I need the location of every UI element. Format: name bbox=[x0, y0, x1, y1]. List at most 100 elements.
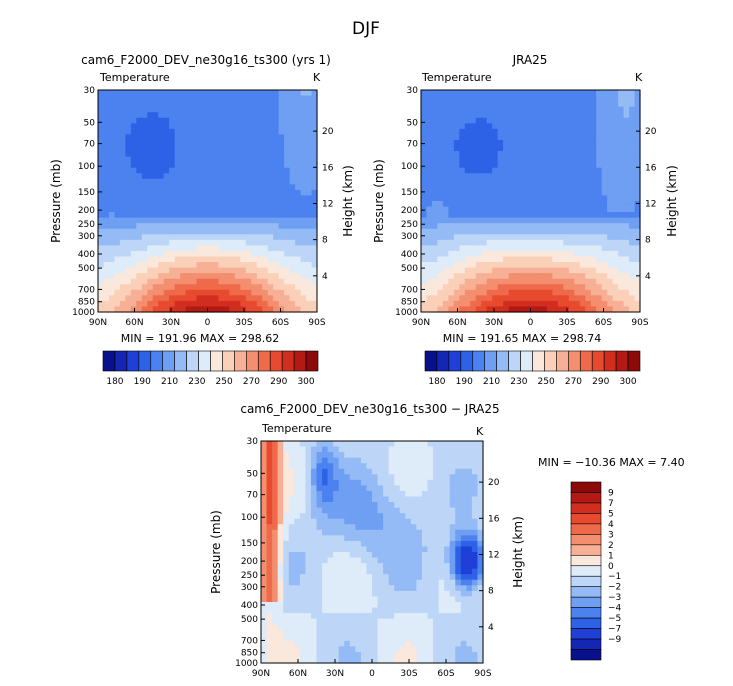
contour-cell bbox=[459, 273, 466, 280]
contour-cell bbox=[207, 267, 214, 274]
contour-cell bbox=[426, 267, 433, 274]
contour-cell bbox=[475, 245, 482, 252]
contour-cell bbox=[388, 635, 395, 642]
contour-cell bbox=[585, 239, 592, 246]
contour-cell bbox=[306, 300, 313, 308]
contour-cell bbox=[541, 145, 548, 152]
contour-cell bbox=[136, 189, 143, 197]
contour-cell bbox=[108, 212, 116, 219]
contour-cell bbox=[421, 468, 429, 475]
contour-cell bbox=[433, 651, 440, 659]
contour-cell bbox=[459, 250, 466, 258]
contour-cell bbox=[579, 189, 586, 197]
contour-cell bbox=[492, 223, 499, 230]
contour-cell bbox=[240, 300, 247, 308]
contour-cell bbox=[394, 552, 401, 559]
contour-cell bbox=[267, 178, 274, 185]
contour-cell bbox=[596, 201, 603, 208]
contour-cell bbox=[229, 295, 236, 302]
contour-cell bbox=[240, 201, 247, 208]
contour-cell bbox=[470, 178, 477, 185]
contour-cell bbox=[427, 557, 434, 564]
contour-cell bbox=[300, 239, 307, 246]
contour-cell bbox=[262, 173, 269, 180]
contour-cell bbox=[431, 173, 439, 180]
contour-cell bbox=[541, 173, 548, 180]
contour-cell bbox=[158, 112, 165, 119]
contour-cell bbox=[405, 546, 412, 553]
contour-cell bbox=[612, 106, 619, 113]
contour-cell bbox=[185, 306, 192, 313]
contour-cell bbox=[284, 134, 291, 141]
contour-cell bbox=[530, 223, 537, 230]
contour-cell bbox=[119, 256, 126, 263]
contour-cell bbox=[444, 557, 451, 564]
contour-cell bbox=[223, 306, 230, 313]
contour-cell bbox=[272, 513, 279, 520]
contour-cell bbox=[460, 507, 467, 514]
contour-cell bbox=[191, 284, 198, 291]
contour-cell bbox=[470, 295, 477, 302]
contour-cell bbox=[278, 106, 285, 113]
contour-cell bbox=[163, 128, 170, 135]
contour-cell bbox=[410, 463, 417, 470]
contour-cell bbox=[590, 90, 597, 97]
contour-cell bbox=[546, 234, 553, 241]
contour-cell bbox=[152, 101, 159, 108]
contour-cell bbox=[525, 128, 532, 135]
contour-cell bbox=[557, 195, 564, 202]
contour-cell bbox=[455, 574, 462, 581]
contour-cell bbox=[433, 507, 440, 514]
contour-cell bbox=[421, 212, 428, 219]
contour-cell bbox=[256, 151, 263, 158]
contour-cell bbox=[256, 217, 263, 224]
contour-cell bbox=[141, 184, 148, 191]
contour-cell bbox=[460, 646, 467, 653]
contour-cell bbox=[449, 624, 456, 631]
contour-cell bbox=[448, 234, 455, 241]
contour-cell bbox=[223, 289, 230, 296]
contour-cell bbox=[98, 239, 105, 246]
contour-cell bbox=[261, 624, 268, 631]
contour-cell bbox=[449, 446, 456, 453]
contour-cell bbox=[623, 250, 630, 258]
contour-cell bbox=[114, 128, 121, 135]
contour-cell bbox=[442, 212, 449, 219]
contour-cell bbox=[136, 128, 143, 135]
contour-cell bbox=[174, 123, 181, 130]
contour-cell bbox=[180, 289, 187, 296]
contour-cell bbox=[114, 112, 121, 119]
contour-cell bbox=[299, 546, 306, 553]
contour-cell bbox=[349, 618, 356, 625]
contour-cell bbox=[416, 452, 423, 459]
contour-cell bbox=[284, 295, 291, 302]
contour-cell bbox=[316, 579, 323, 586]
contour-cell bbox=[223, 145, 230, 152]
contour-cell bbox=[196, 145, 203, 152]
contour-cell bbox=[125, 201, 132, 208]
contour-cell bbox=[360, 574, 368, 581]
colorbar-swatch bbox=[281, 350, 295, 372]
contour-cell bbox=[240, 90, 247, 97]
contour-cell bbox=[266, 485, 273, 492]
contour-cell bbox=[272, 618, 279, 625]
contour-cell bbox=[442, 289, 449, 296]
contour-cell bbox=[119, 295, 126, 302]
contour-cell bbox=[196, 184, 203, 191]
contour-cell bbox=[557, 273, 564, 280]
contour-cell bbox=[590, 95, 597, 102]
contour-cell bbox=[316, 601, 323, 609]
contour-cell bbox=[519, 273, 526, 280]
contour-cell bbox=[437, 201, 444, 208]
contour-cell bbox=[130, 106, 137, 113]
contour-cell bbox=[338, 568, 345, 575]
contour-cell bbox=[405, 507, 412, 514]
contour-cell bbox=[283, 601, 290, 609]
contour-cell bbox=[460, 596, 467, 603]
contour-cell bbox=[579, 201, 586, 208]
contour-cell bbox=[596, 151, 603, 158]
contour-cell bbox=[563, 95, 570, 102]
contour-cell bbox=[455, 457, 462, 464]
contour-cell bbox=[623, 223, 630, 230]
contour-cell bbox=[519, 223, 526, 230]
